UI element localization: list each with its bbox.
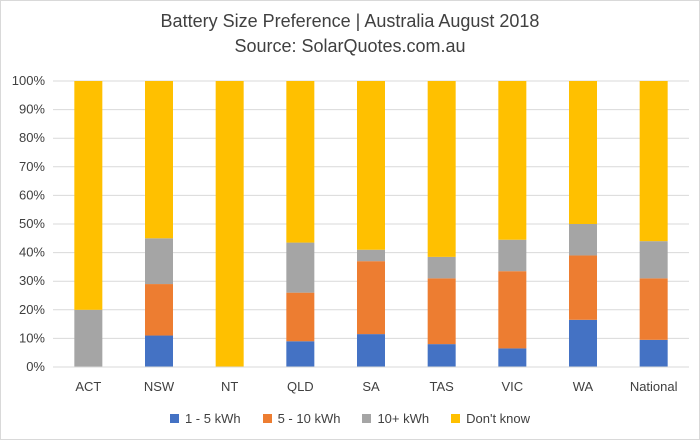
bar-segment <box>639 278 668 340</box>
bar-segment <box>498 81 527 240</box>
legend-item: 10+ kWh <box>362 411 429 426</box>
legend-swatch <box>262 414 272 423</box>
legend-swatch <box>451 414 461 423</box>
bar-segment <box>569 255 597 320</box>
y-tick-label: 100% <box>12 73 46 88</box>
x-tick-label: NSW <box>144 379 175 394</box>
chart-title: Battery Size Preference | Australia Augu… <box>1 9 699 59</box>
legend-label: Don't know <box>466 411 531 426</box>
y-tick-label: 90% <box>19 102 45 117</box>
legend-item: Don't know <box>451 411 530 426</box>
y-tick-label: 70% <box>19 159 45 174</box>
bar-segment <box>286 341 315 367</box>
bar-segment <box>215 81 244 367</box>
bar-segment <box>357 334 385 367</box>
x-tick-label: SA <box>362 379 380 394</box>
x-tick-label: National <box>630 379 678 394</box>
bar-segment <box>145 284 173 336</box>
y-tick-label: 40% <box>19 245 45 260</box>
legend-swatch <box>362 414 372 423</box>
y-tick-label: 50% <box>19 216 45 231</box>
y-tick-label: 60% <box>19 187 45 202</box>
x-tick-label: QLD <box>287 379 314 394</box>
bar-segment <box>569 81 597 224</box>
y-tick-label: 80% <box>19 130 45 145</box>
legend-item: 1 - 5 kWh <box>169 411 241 426</box>
bar-segment <box>639 81 668 242</box>
bar-segment <box>639 339 668 367</box>
bar-segment <box>427 256 456 279</box>
bar-segment <box>286 242 315 293</box>
bar-segment <box>145 238 173 285</box>
x-tick-label: WA <box>573 379 594 394</box>
legend-item: 5 - 10 kWh <box>262 411 341 426</box>
chart-title-line1: Battery Size Preference | Australia Augu… <box>160 11 540 31</box>
bar-segment <box>357 261 385 335</box>
bar-segment <box>427 278 456 345</box>
bar-segment <box>286 292 315 342</box>
x-tick-label: NT <box>221 379 238 394</box>
legend-label: 1 - 5 kWh <box>184 411 241 426</box>
bar-segment <box>74 81 103 310</box>
y-tick-label: 20% <box>19 302 45 317</box>
bar-segment <box>357 81 385 250</box>
chart-legend: 1 - 5 kWh 5 - 10 kWh 10+ kWh Don't know <box>1 411 699 426</box>
bar-segment <box>498 271 527 349</box>
y-tick-label: 10% <box>19 330 45 345</box>
bar-segment <box>357 249 385 262</box>
bar-segment <box>569 319 597 367</box>
bar-segment <box>145 81 173 239</box>
x-tick-label: VIC <box>501 379 523 394</box>
bar-segment <box>569 224 597 256</box>
legend-swatch <box>169 414 179 423</box>
y-tick-label: 30% <box>19 273 45 288</box>
bar-segment <box>498 348 527 367</box>
bar-segment <box>639 241 668 279</box>
bar-segment <box>74 309 103 367</box>
bar-segment <box>286 81 315 243</box>
legend-label: 10+ kWh <box>377 411 430 426</box>
x-tick-label: ACT <box>75 379 101 394</box>
bar-segment <box>427 344 456 367</box>
bar-segment <box>145 335 173 367</box>
y-tick-label: 0% <box>26 359 45 374</box>
legend-label: 5 - 10 kWh <box>277 411 341 426</box>
bar-segment <box>427 81 456 257</box>
bar-segment <box>498 239 527 272</box>
chart-title-line2: Source: SolarQuotes.com.au <box>234 36 466 56</box>
x-tick-label: TAS <box>430 379 455 394</box>
